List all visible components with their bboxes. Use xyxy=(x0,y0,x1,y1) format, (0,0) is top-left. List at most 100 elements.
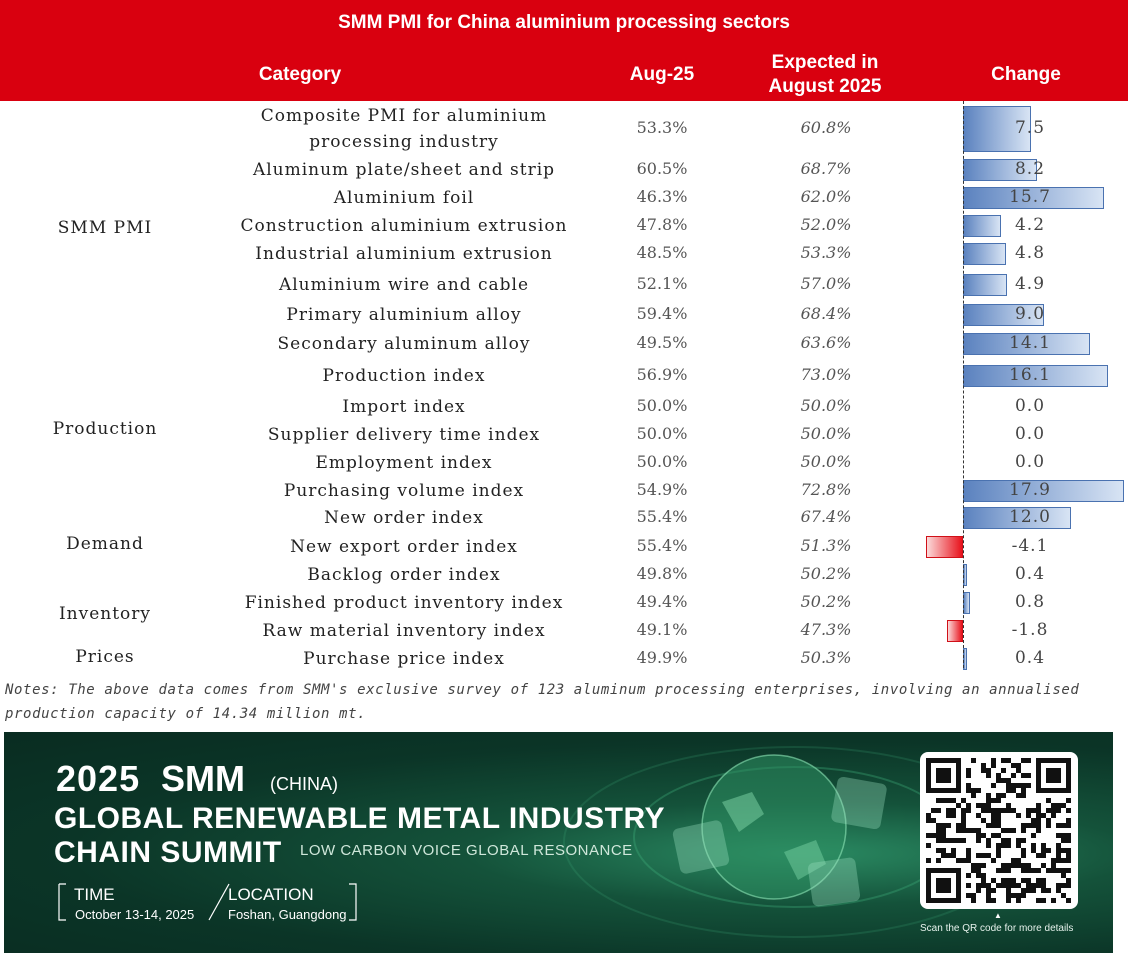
row-aug-value: 49.1% xyxy=(636,620,688,639)
notes-line-2: production capacity of 14.34 million mt. xyxy=(5,706,367,722)
banner-location-label: LOCATION xyxy=(228,885,314,904)
change-data-label: 4.8 xyxy=(1014,243,1046,263)
notes: Notes: The above data comes from SMM's e… xyxy=(5,678,1115,726)
summit-banner[interactable]: 2025 SMM (CHINA) GLOBAL RENEWABLE METAL … xyxy=(4,732,1113,953)
change-zero-axis xyxy=(963,101,964,668)
banner-title-line-2: CHAIN SUMMIT xyxy=(54,836,282,869)
row-aug-value: 50.0% xyxy=(636,424,688,443)
row-expected-value: 68.4% xyxy=(800,304,852,323)
change-data-label: 7.5 xyxy=(1014,118,1046,138)
row-expected-value: 57.0% xyxy=(800,274,852,293)
row-category-label: New order index xyxy=(324,508,484,528)
change-data-label: 0.0 xyxy=(1014,424,1046,444)
banner-title-line-1: GLOBAL RENEWABLE METAL INDUSTRY xyxy=(54,802,666,835)
change-data-label: 16.1 xyxy=(1009,364,1051,385)
change-data-label: 0.0 xyxy=(1014,452,1046,472)
row-aug-value: 49.8% xyxy=(636,564,688,583)
row-category-label: Employment index xyxy=(315,453,493,473)
row-expected-value: 60.8% xyxy=(800,118,852,137)
row-aug-value: 59.4% xyxy=(636,304,688,323)
row-category-label: Construction aluminium extrusion xyxy=(240,216,568,236)
row-expected-value: 50.2% xyxy=(800,564,852,583)
change-data-label: 4.9 xyxy=(1014,274,1046,294)
row-expected-value: 62.0% xyxy=(800,187,852,206)
row-aug-value: 50.0% xyxy=(636,452,688,471)
notes-line-1: Notes: The above data comes from SMM's e… xyxy=(5,682,1080,698)
row-category-label: Aluminum plate/sheet and strip xyxy=(252,160,556,180)
row-category-label: processing industry xyxy=(309,132,499,152)
change-bar-negative xyxy=(926,535,963,558)
row-aug-value: 60.5% xyxy=(636,159,688,178)
row-category-label: Primary aluminium alloy xyxy=(286,305,522,325)
header-expected-line2: August 2025 xyxy=(768,76,882,97)
row-category-label: Production index xyxy=(322,365,486,386)
title-bar: SMM PMI for China aluminium processing s… xyxy=(0,0,1128,101)
row-aug-value: 49.5% xyxy=(636,332,688,352)
row-category-label: Industrial aluminium extrusion xyxy=(255,244,553,264)
change-bar-positive xyxy=(963,243,1007,265)
row-category-label: Secondary aluminum alloy xyxy=(277,333,531,354)
header-change: Change xyxy=(991,64,1061,85)
row-expected-value: 50.0% xyxy=(800,396,852,415)
change-data-label: 17.9 xyxy=(1009,479,1051,500)
change-data-label: 4.2 xyxy=(1014,215,1046,235)
row-category-label: Composite PMI for aluminium xyxy=(260,106,548,126)
header-aug: Aug-25 xyxy=(629,64,695,85)
row-expected-value: 51.3% xyxy=(800,535,852,555)
qr-caption: Scan the QR code for more details xyxy=(920,923,1074,934)
banner-brand: SMM xyxy=(161,758,245,799)
row-expected-value: 63.6% xyxy=(800,332,852,352)
banner-year: 2025 xyxy=(56,758,141,799)
header-category: Category xyxy=(258,64,342,85)
banner-country: (CHINA) xyxy=(270,774,338,794)
banner-time-value: October 13-14, 2025 xyxy=(75,907,195,922)
row-category-label: New export order index xyxy=(290,536,518,557)
change-bar-negative xyxy=(946,620,963,642)
qr-code-icon xyxy=(926,758,1071,903)
row-aug-value: 49.4% xyxy=(636,592,688,611)
row-expected-value: 72.8% xyxy=(800,479,852,499)
row-aug-value: 55.4% xyxy=(636,535,688,555)
group-smm-pmi: SMM PMI xyxy=(57,218,153,238)
row-category-label: Purchasing volume index xyxy=(283,480,525,501)
row-category-label: Purchase price index xyxy=(303,649,505,669)
row-aug-value: 54.9% xyxy=(636,479,688,499)
banner-time-label: TIME xyxy=(74,885,115,904)
change-bar-positive xyxy=(963,215,1001,237)
row-expected-value: 47.3% xyxy=(800,620,852,639)
change-data-label: 0.4 xyxy=(1014,648,1046,668)
row-aug-value: 53.3% xyxy=(636,118,688,137)
row-expected-value: 53.3% xyxy=(800,243,852,262)
row-category-label: Backlog order index xyxy=(307,565,501,585)
banner-slogan: LOW CARBON VOICE GLOBAL RESONANCE xyxy=(300,842,633,859)
row-expected-value: 73.0% xyxy=(800,364,852,384)
row-aug-value: 46.3% xyxy=(636,187,688,206)
qr-code[interactable] xyxy=(920,752,1078,909)
row-expected-value: 50.0% xyxy=(800,452,852,471)
change-data-label: 15.7 xyxy=(1009,187,1051,207)
row-aug-value: 52.1% xyxy=(636,274,688,293)
banner-location-value: Foshan, Guangdong xyxy=(228,907,347,922)
row-expected-value: 68.7% xyxy=(800,159,852,178)
row-category-label: Aluminium foil xyxy=(333,188,475,208)
row-aug-value: 49.9% xyxy=(636,648,688,667)
row-aug-value: 55.4% xyxy=(636,507,688,526)
change-data-label: 0.8 xyxy=(1014,592,1046,612)
change-bar-positive xyxy=(963,274,1008,296)
change-data-label: -1.8 xyxy=(1011,620,1049,640)
group-demand: Demand xyxy=(66,534,144,554)
row-aug-value: 48.5% xyxy=(636,243,688,262)
page-title: SMM PMI for China aluminium processing s… xyxy=(338,12,790,33)
group-prices: Prices xyxy=(75,647,135,667)
change-data-label: 8.2 xyxy=(1014,159,1046,179)
row-aug-value: 47.8% xyxy=(636,215,688,234)
row-expected-value: 50.0% xyxy=(800,424,852,443)
row-aug-value: 56.9% xyxy=(636,364,688,384)
row-category-label: Supplier delivery time index xyxy=(267,425,541,445)
row-expected-value: 67.4% xyxy=(800,507,852,526)
up-arrow-icon: ▲ xyxy=(994,911,1002,920)
change-data-label: 0.0 xyxy=(1014,396,1046,416)
change-data-label: 0.4 xyxy=(1014,564,1046,584)
change-bar-positive xyxy=(963,106,1031,152)
change-data-label: 12.0 xyxy=(1009,507,1051,527)
